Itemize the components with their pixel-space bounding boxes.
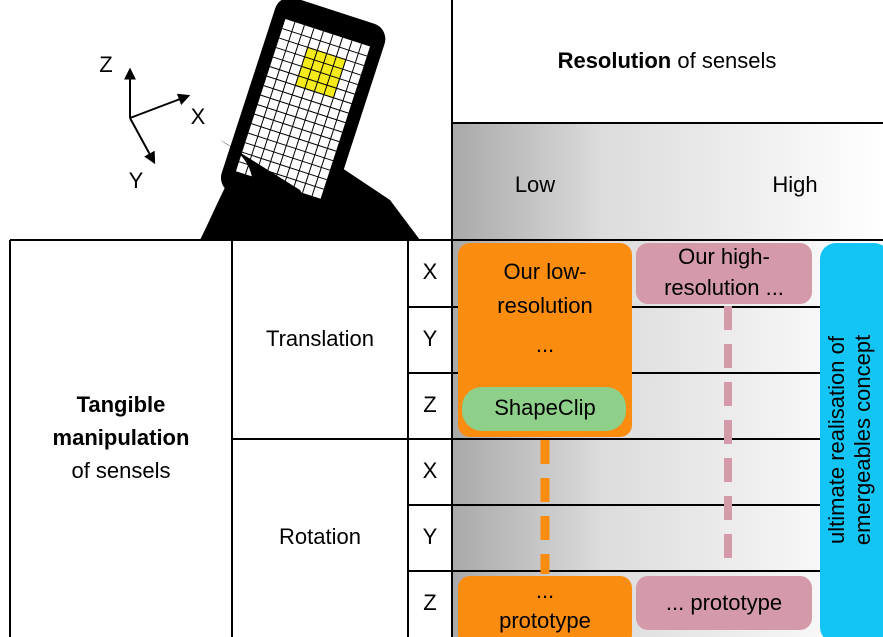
group-label: Translation <box>266 326 374 351</box>
high-res-box <box>636 243 812 304</box>
axis-row: X <box>423 259 438 284</box>
low-res-text: ... <box>536 332 554 357</box>
axis-row: Y <box>423 524 438 549</box>
header-bold: Resolution <box>558 48 672 73</box>
ultimate-box <box>820 243 883 637</box>
high-label: High <box>772 172 817 197</box>
axis-row: Y <box>423 326 438 351</box>
table-grid <box>9 239 883 637</box>
axis-y: Y <box>129 168 144 193</box>
axis-row: Z <box>423 590 436 615</box>
low-res-end <box>458 576 632 637</box>
ultimate-text: emergeables concept <box>850 335 875 545</box>
axis-x: X <box>191 104 206 129</box>
phone-illustration <box>200 0 420 240</box>
low-res-text: Our low- <box>503 259 586 284</box>
low-res-end-text: prototype <box>499 608 591 633</box>
high-res-text: Our high- <box>678 244 770 269</box>
axis-row: X <box>423 458 438 483</box>
rows-title: Tangible <box>77 392 166 417</box>
high-res-text: resolution ... <box>664 275 784 300</box>
axis-z: Z <box>99 52 112 77</box>
header-title: Resolution of sensels <box>558 48 777 73</box>
axis-row: Z <box>423 392 436 417</box>
rows-title: of sensels <box>71 458 170 483</box>
shapeclip-box <box>462 387 626 431</box>
low-label: Low <box>515 172 555 197</box>
axes-icon <box>124 67 191 165</box>
ultimate-label: ultimate realisation of emergeables conc… <box>824 335 875 545</box>
header-rest: of sensels <box>671 48 776 73</box>
shapeclip-text: ShapeClip <box>494 395 596 420</box>
high-res-end <box>636 576 812 630</box>
rows-title: manipulation <box>53 425 190 450</box>
low-res-end-text: ... <box>536 578 554 603</box>
high-res-end-text: ... prototype <box>666 590 782 615</box>
ultimate-text: ultimate realisation of <box>824 335 849 544</box>
group-label: Rotation <box>279 524 361 549</box>
low-res-text: resolution <box>497 293 592 318</box>
